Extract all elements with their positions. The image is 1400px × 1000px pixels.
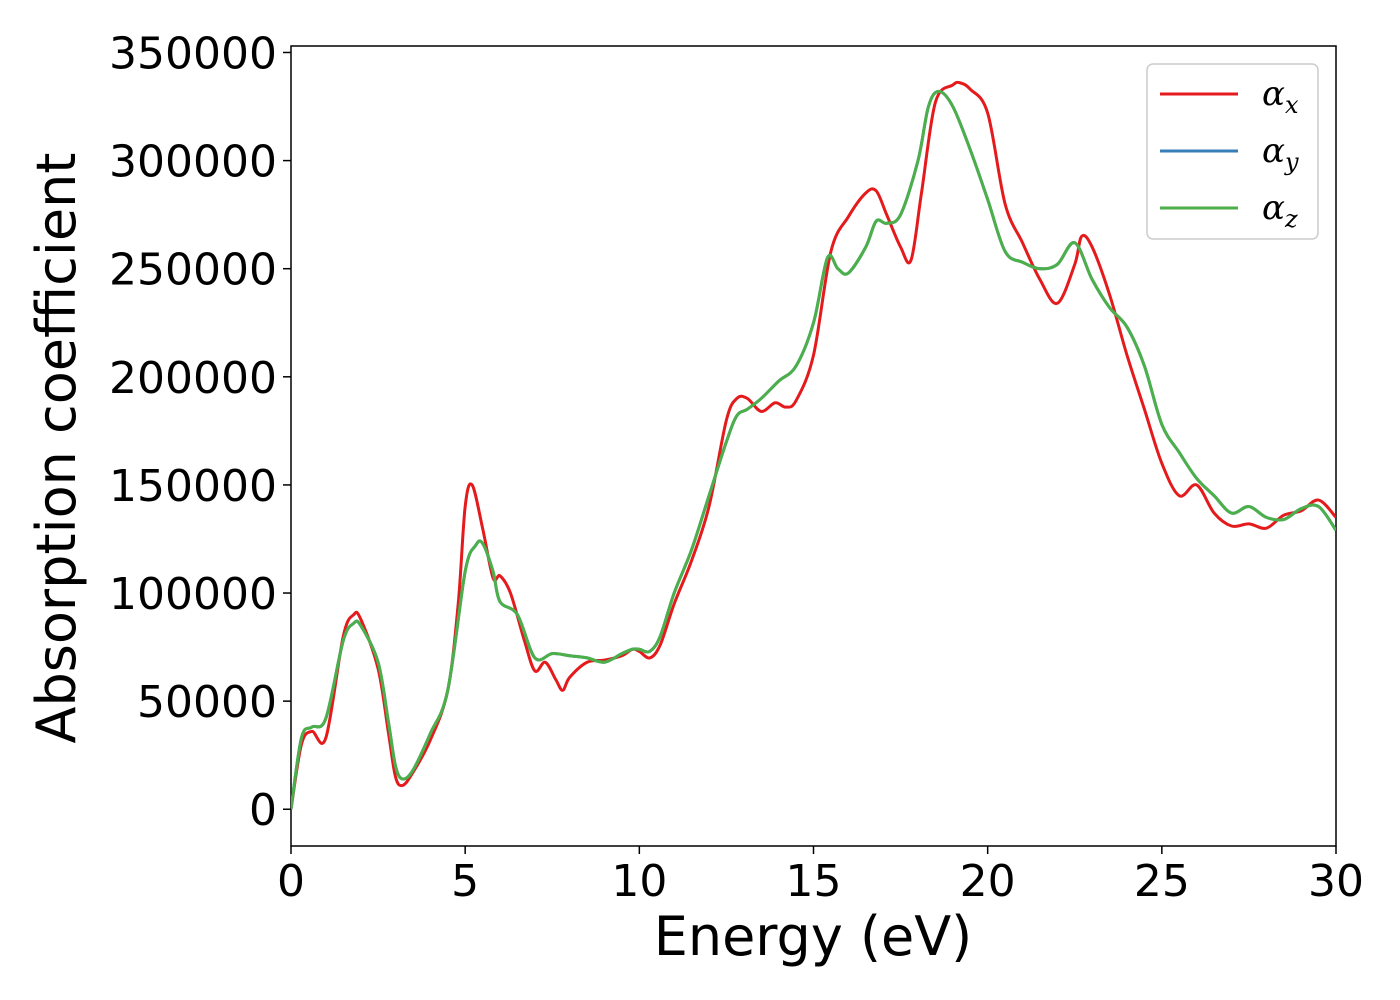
y-tick-label: 300000: [109, 137, 277, 188]
legend: αx αy αz: [1146, 63, 1319, 240]
x-tick-label: 5: [451, 856, 479, 907]
legend-label-z: αz: [1262, 188, 1298, 233]
x-axis-ticks: 0 5 10 15 20 25 30: [277, 846, 1364, 907]
x-tick-label: 20: [960, 856, 1016, 907]
y-tick-label: 350000: [109, 28, 277, 79]
y-tick-label: 200000: [109, 353, 277, 404]
y-tick-label: 150000: [109, 461, 277, 512]
series-layer: [291, 80, 1336, 810]
x-tick-label: 10: [611, 856, 667, 907]
y-axis-title: Absorption coefficient: [25, 153, 88, 744]
y-axis-ticks: 0 50000 100000 150000 200000 250000 300000 3500…: [109, 28, 291, 836]
y-tick-label: 0: [249, 785, 277, 836]
x-axis-title: Energy (eV): [654, 905, 973, 968]
legend-label-x: αx: [1262, 74, 1299, 119]
y-tick-label: 250000: [109, 245, 277, 296]
x-tick-label: 30: [1308, 856, 1364, 907]
x-tick-label: 15: [786, 856, 842, 907]
y-tick-label: 100000: [109, 569, 277, 620]
series-line-z: [291, 89, 1336, 810]
y-tick-label: 50000: [137, 677, 277, 728]
x-tick-label: 0: [277, 856, 305, 907]
x-tick-label: 25: [1134, 856, 1190, 907]
legend-label-y: αy: [1262, 131, 1299, 176]
